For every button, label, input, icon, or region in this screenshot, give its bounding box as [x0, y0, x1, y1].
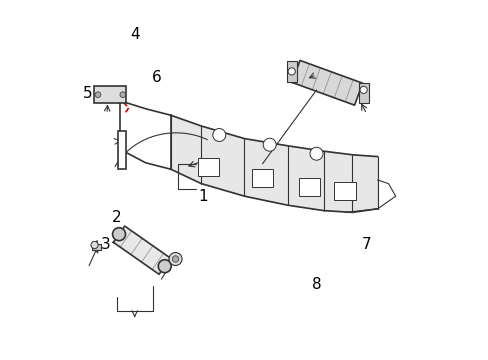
Circle shape [95, 92, 101, 98]
Circle shape [172, 256, 179, 262]
Bar [197, 158, 219, 176]
Circle shape [120, 92, 125, 98]
Circle shape [263, 138, 276, 151]
Bar [298, 178, 320, 196]
Circle shape [169, 252, 182, 265]
Text: 2: 2 [112, 210, 121, 225]
Polygon shape [291, 60, 362, 105]
Text: 8: 8 [311, 277, 321, 292]
Circle shape [158, 260, 171, 273]
Text: 6: 6 [151, 70, 161, 85]
Text: 7: 7 [361, 237, 371, 252]
Circle shape [112, 228, 125, 241]
Bar [358, 84, 368, 103]
Text: 4: 4 [130, 27, 139, 42]
Polygon shape [113, 226, 170, 274]
Circle shape [212, 129, 225, 141]
Bar [94, 86, 126, 103]
Text: 3: 3 [101, 237, 111, 252]
Circle shape [359, 86, 366, 94]
Text: 5: 5 [83, 86, 93, 101]
Circle shape [287, 68, 295, 75]
Circle shape [309, 147, 322, 160]
Bar [251, 169, 273, 187]
Bar [92, 244, 101, 251]
Text: 1: 1 [198, 189, 207, 204]
Bar [118, 131, 125, 169]
Bar [334, 182, 355, 200]
Polygon shape [170, 115, 377, 212]
Circle shape [91, 242, 98, 249]
Bar [286, 60, 297, 82]
